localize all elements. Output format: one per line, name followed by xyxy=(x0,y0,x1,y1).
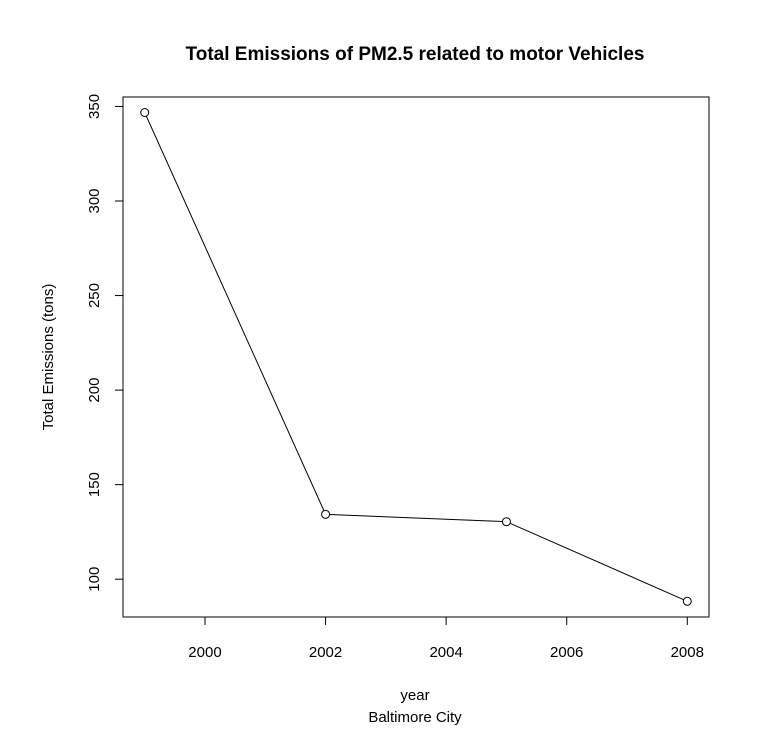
y-tick-label: 200 xyxy=(86,378,103,403)
x-axis-label: year xyxy=(400,687,429,704)
x-axis: 2000 2002 2004 2006 2008 xyxy=(188,616,704,661)
series-line-segment xyxy=(509,522,684,601)
x-axis-subtitle: Baltimore City xyxy=(368,709,462,726)
series-layer xyxy=(140,108,692,606)
y-tick-label: 350 xyxy=(86,94,103,119)
data-point xyxy=(140,108,150,118)
series-line-segment xyxy=(145,115,325,511)
plot-frame xyxy=(122,96,710,618)
y-tick-label: 300 xyxy=(86,188,103,213)
data-point xyxy=(682,596,692,606)
y-axis: 100 150 200 250 300 350 xyxy=(86,94,124,592)
y-tick-label: 150 xyxy=(86,472,103,497)
y-tick-label: 100 xyxy=(86,567,103,592)
y-tick-label: 250 xyxy=(86,283,103,308)
x-tick-label: 2008 xyxy=(671,644,704,661)
chart-title: Total Emissions of PM2.5 related to moto… xyxy=(186,44,645,65)
series-line-segment xyxy=(329,513,503,523)
y-axis-label: Total Emissions (tons) xyxy=(40,284,57,431)
data-point xyxy=(501,517,511,527)
x-tick-label: 2004 xyxy=(429,644,462,661)
x-tick-label: 2002 xyxy=(309,644,342,661)
data-point xyxy=(321,509,331,519)
x-tick-label: 2000 xyxy=(188,644,221,661)
x-tick-label: 2006 xyxy=(550,644,583,661)
